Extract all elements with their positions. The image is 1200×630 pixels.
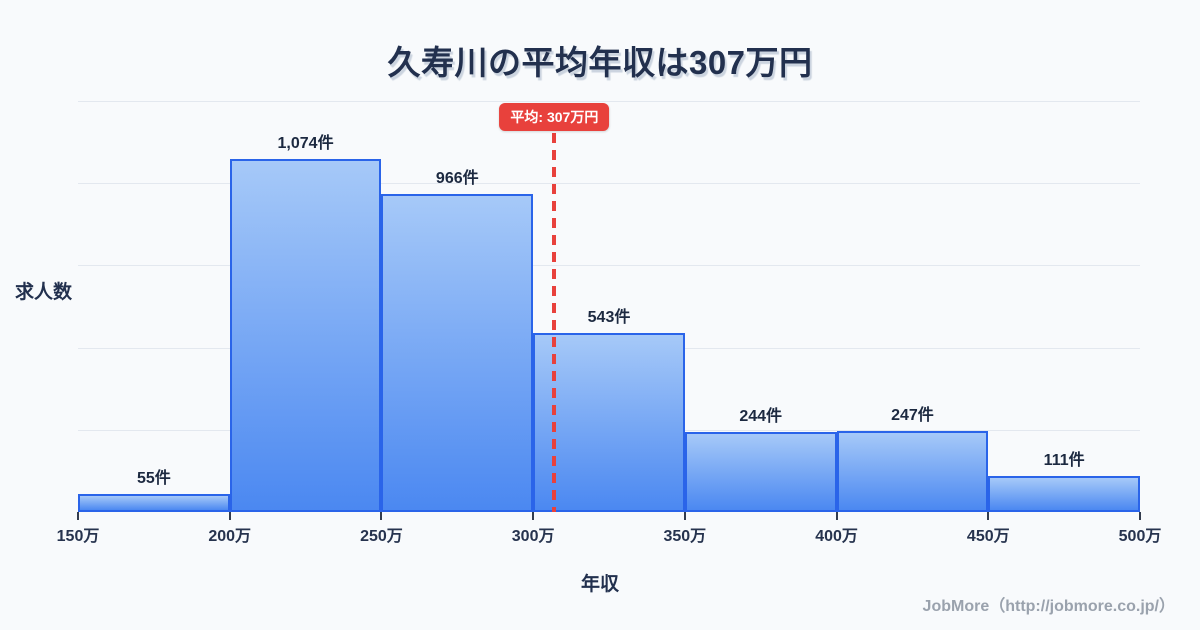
x-tick-label: 400万	[815, 528, 858, 545]
x-tick-mark	[380, 512, 383, 520]
x-tick-mark	[77, 512, 79, 520]
x-tick-label: 300万	[511, 528, 555, 545]
x-tick-mark	[835, 512, 838, 520]
bar-value-label: 55件	[136, 469, 171, 487]
histogram-bar	[988, 475, 1140, 512]
bar-value-label: 966件	[435, 170, 479, 188]
gridline	[78, 265, 1140, 267]
histogram-bar	[684, 431, 837, 512]
x-tick-label: 350万	[663, 528, 707, 545]
histogram-bar	[229, 158, 382, 512]
gridline	[78, 101, 1140, 102]
gridline	[78, 183, 1140, 185]
histogram-bar	[381, 194, 534, 512]
plot-area: 55件 1,074件 966件 543件 244件 247件 111件 150万 200万 250…	[57, 101, 1161, 545]
footer-credit: JobMore（http://jobmore.co.jp/）	[922, 598, 1175, 615]
x-tick-label: 150万	[56, 528, 100, 545]
chart-title: 久寿川の平均年収は307万円	[387, 44, 813, 81]
y-axis-title: 求人数	[15, 282, 73, 303]
mean-badge: 平均: 307万円	[499, 103, 610, 131]
histogram-bar	[78, 493, 230, 512]
bar-value-label: 543件	[587, 309, 631, 327]
bar-value-label: 111件	[1043, 451, 1085, 469]
x-tick-label: 250万	[360, 528, 403, 545]
bar-value-label: 247件	[891, 406, 934, 424]
bar-value-label: 244件	[739, 407, 783, 425]
x-tick-mark	[987, 512, 990, 520]
histogram-bar	[836, 430, 989, 512]
x-tick-label: 200万	[208, 528, 252, 545]
histogram-bar	[533, 333, 685, 512]
x-tick-mark	[1139, 512, 1141, 520]
x-tick-mark	[532, 512, 535, 520]
x-axis-title: 年収	[580, 574, 619, 595]
x-tick-label: 450万	[966, 528, 1010, 545]
bar-value-label: 1,074件	[277, 134, 334, 152]
x-tick-mark	[228, 512, 231, 520]
x-tick-mark	[683, 512, 686, 520]
mean-dashed-line	[552, 133, 557, 512]
x-tick-label: 500万	[1118, 528, 1162, 545]
